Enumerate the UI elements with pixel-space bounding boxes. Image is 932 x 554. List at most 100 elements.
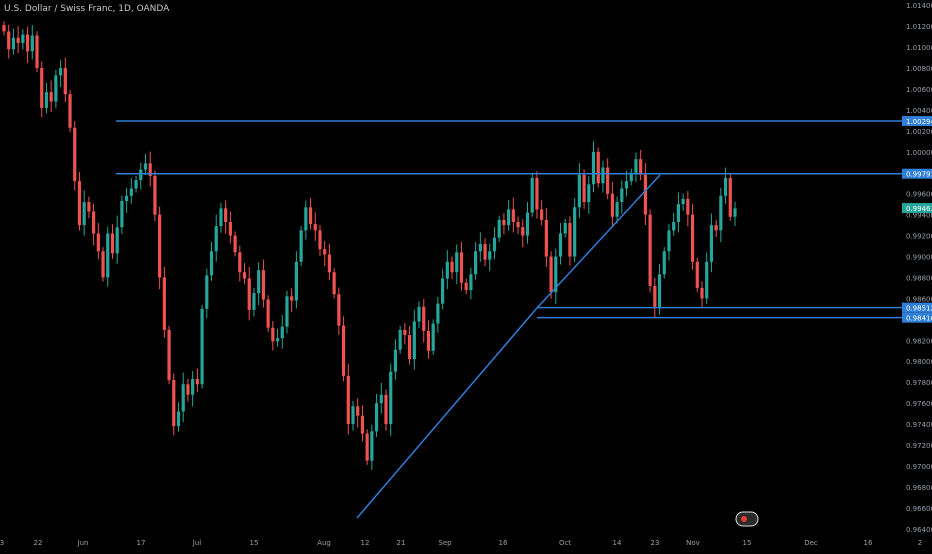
time-tick-label: Jul xyxy=(192,539,202,547)
candle-body xyxy=(299,230,303,262)
candle-body xyxy=(219,208,223,227)
price-tick-label: 1.00800 xyxy=(906,65,932,73)
candle-body xyxy=(587,184,591,203)
candle-body xyxy=(596,151,600,184)
time-tick-label: 16 xyxy=(864,539,873,547)
candle-body xyxy=(238,252,242,273)
trendline-rising-2 xyxy=(536,174,661,309)
time-tick-label: 2 xyxy=(918,539,922,547)
time-tick-label: Nov xyxy=(686,539,700,547)
candle-body xyxy=(733,208,737,217)
candle-body xyxy=(209,251,214,276)
candle-body xyxy=(530,178,534,213)
candle-body xyxy=(573,207,577,257)
candle-body xyxy=(271,327,275,342)
candle-body xyxy=(341,325,346,376)
candle-body xyxy=(695,261,699,288)
candle-body xyxy=(379,394,383,404)
tv-badge-dot xyxy=(741,516,747,522)
candle-body xyxy=(92,211,96,234)
candle-body xyxy=(327,254,332,273)
candle-body xyxy=(200,308,204,385)
candle-body xyxy=(266,299,270,328)
candle-body xyxy=(110,233,115,254)
candle-body xyxy=(233,235,237,253)
candle-body xyxy=(158,214,162,278)
candle-body xyxy=(106,233,110,278)
candle-body xyxy=(115,227,119,254)
price-tick-label: 1.01000 xyxy=(906,44,932,52)
candle-body xyxy=(96,233,100,252)
time-tick-label: Jun xyxy=(77,539,89,547)
candle-body xyxy=(459,252,464,283)
price-tick-label: 1.01200 xyxy=(906,23,932,31)
price-tick-label: 1.00600 xyxy=(906,86,932,94)
candle-body xyxy=(87,202,91,212)
candle-body xyxy=(21,34,25,43)
candle-body xyxy=(681,198,685,205)
candle-body xyxy=(709,225,714,262)
time-tick-label: 21 xyxy=(397,539,406,547)
candle-body xyxy=(337,294,341,326)
candle-body xyxy=(360,415,365,434)
candle-body xyxy=(49,92,53,102)
candle-body xyxy=(719,195,723,231)
level-price-tag xyxy=(902,302,932,313)
candle-body xyxy=(431,323,435,351)
candle-body xyxy=(389,371,393,425)
candle-body xyxy=(648,214,652,286)
candle-body xyxy=(478,243,482,252)
candle-body xyxy=(257,270,261,294)
candle-body xyxy=(205,275,209,309)
candle-body xyxy=(516,221,520,228)
candle-body xyxy=(120,201,124,228)
candle-body xyxy=(568,223,572,257)
candle-body xyxy=(488,251,492,260)
candle-body xyxy=(657,274,662,307)
time-tick-label: 22 xyxy=(34,539,43,547)
level-price-tag xyxy=(902,116,932,127)
candle-body xyxy=(615,202,619,217)
candle-body xyxy=(422,306,426,331)
candle-body xyxy=(58,68,63,76)
candle-body xyxy=(77,181,82,226)
candle-body xyxy=(318,230,322,250)
time-tick-label: 15 xyxy=(250,539,259,547)
time-tick-label: Dec xyxy=(804,539,818,547)
price-tick-label: 1.01400 xyxy=(906,2,932,10)
candles-layer xyxy=(2,20,737,470)
candle-body xyxy=(134,180,138,189)
level-price-tag-label: 0.99791 xyxy=(906,171,932,179)
candle-body xyxy=(2,25,6,32)
candle-body xyxy=(469,274,473,291)
candle-body xyxy=(82,202,86,226)
candle-body xyxy=(407,335,412,360)
candle-body xyxy=(252,293,256,310)
time-tick-label: Oct xyxy=(559,539,571,547)
price-axis-bg xyxy=(902,0,932,550)
candle-body xyxy=(417,306,421,322)
candle-body xyxy=(11,37,16,50)
candle-body xyxy=(167,329,171,381)
candle-body xyxy=(639,159,643,175)
level-price-tag-label: 1.00294 xyxy=(906,118,932,126)
candle-body xyxy=(521,227,525,236)
candle-body xyxy=(620,188,624,203)
candle-body xyxy=(525,212,530,236)
candle-body xyxy=(728,178,732,217)
candle-body xyxy=(54,75,58,102)
candle-body xyxy=(492,237,497,252)
time-axis-bg xyxy=(0,534,932,550)
candle-body xyxy=(643,174,647,215)
candle-body xyxy=(68,94,72,128)
